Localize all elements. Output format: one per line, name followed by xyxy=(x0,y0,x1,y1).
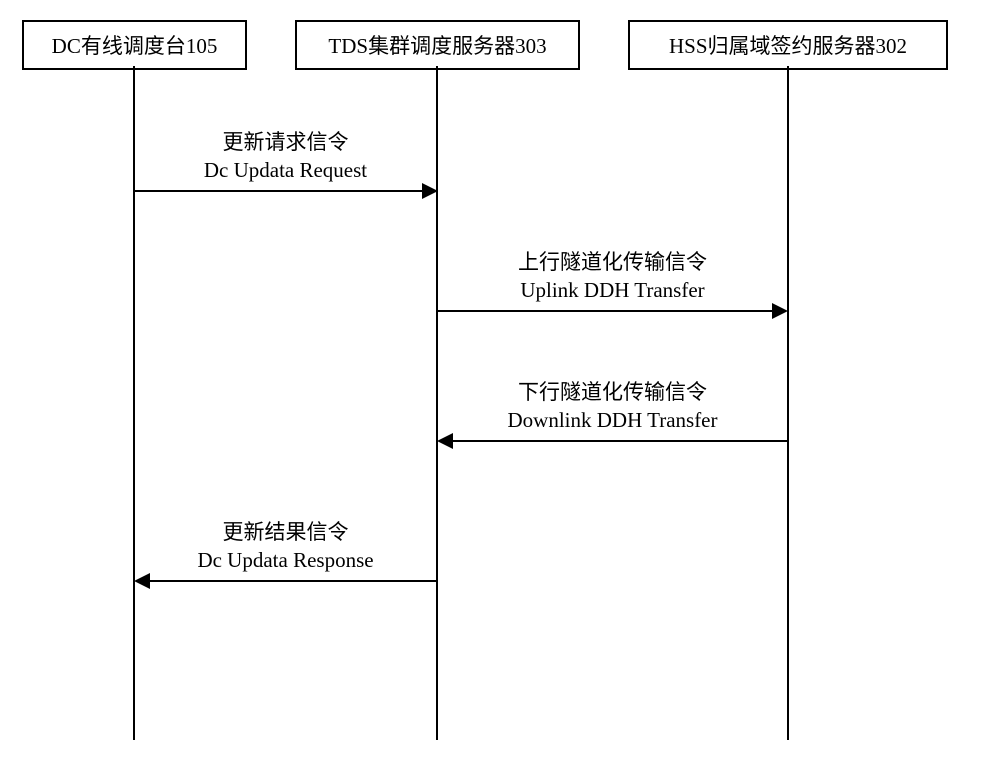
participant-dc: DC有线调度台105 xyxy=(22,20,247,70)
sequence-diagram: DC有线调度台105 TDS集群调度服务器303 HSS归属域签约服务器302 … xyxy=(20,20,980,753)
msg2-arrow xyxy=(438,310,786,312)
participant-tds-label: TDS集群调度服务器303 xyxy=(328,34,546,58)
msg3-label: 下行隧道化传输信令 Downlink DDH Transfer xyxy=(437,378,788,435)
participant-hss-label: HSS归属域签约服务器302 xyxy=(669,34,907,58)
msg1-cn: 更新请求信令 xyxy=(223,130,349,154)
msg4-label: 更新结果信令 Dc Updata Response xyxy=(134,518,437,575)
participant-dc-label: DC有线调度台105 xyxy=(52,34,218,58)
msg1-en: Dc Updata Request xyxy=(204,158,367,182)
msg2-label: 上行隧道化传输信令 Uplink DDH Transfer xyxy=(437,248,788,305)
participant-tds: TDS集群调度服务器303 xyxy=(295,20,580,70)
msg3-arrow xyxy=(439,440,787,442)
participant-hss: HSS归属域签约服务器302 xyxy=(628,20,948,70)
msg4-cn: 更新结果信令 xyxy=(223,520,349,544)
msg4-en: Dc Updata Response xyxy=(197,548,373,572)
msg1-label: 更新请求信令 Dc Updata Request xyxy=(134,128,437,185)
msg4-arrow xyxy=(136,580,436,582)
msg2-cn: 上行隧道化传输信令 xyxy=(518,250,707,274)
msg1-arrow xyxy=(135,190,436,192)
msg2-en: Uplink DDH Transfer xyxy=(520,278,704,302)
msg3-cn: 下行隧道化传输信令 xyxy=(518,380,707,404)
msg3-en: Downlink DDH Transfer xyxy=(508,408,718,432)
